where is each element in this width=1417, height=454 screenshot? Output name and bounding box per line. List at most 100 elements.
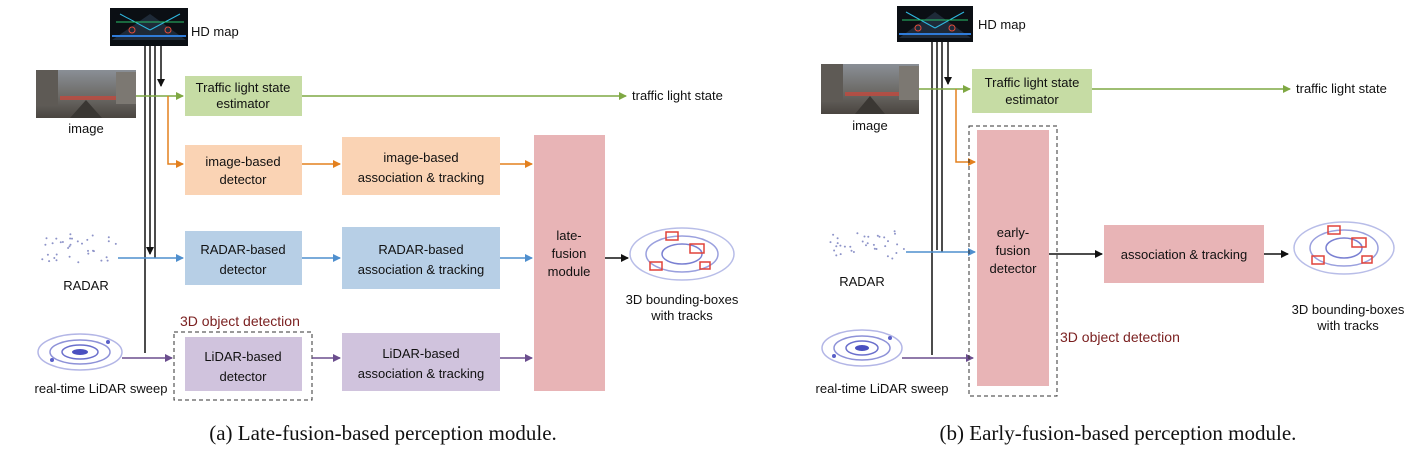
right-output-thumbnail bbox=[1293, 221, 1395, 275]
left-traffic-line1: Traffic light state bbox=[196, 80, 291, 95]
radar-point bbox=[863, 235, 866, 238]
radar-point bbox=[69, 237, 72, 240]
left-image-to-detector-arrow bbox=[167, 96, 184, 168]
left-radar-tracking-line1: RADAR-based bbox=[378, 242, 463, 257]
radar-point bbox=[843, 245, 846, 248]
right-object-detection-label: 3D object detection bbox=[1060, 329, 1180, 345]
radar-point bbox=[873, 247, 876, 250]
left-lidar-thumbnail bbox=[37, 333, 123, 371]
right-output-line2: with tracks bbox=[1316, 318, 1379, 333]
radar-point bbox=[861, 240, 864, 243]
right-image-label: image bbox=[852, 118, 887, 133]
radar-point bbox=[51, 242, 54, 245]
left-image-detector-line1: image-based bbox=[205, 154, 280, 169]
radar-point bbox=[68, 245, 71, 248]
radar-point bbox=[884, 245, 887, 248]
right-lidar-label: real-time LiDAR sweep bbox=[816, 381, 949, 396]
left-object-detection-label: 3D object detection bbox=[180, 313, 300, 329]
radar-point bbox=[887, 240, 889, 243]
radar-point bbox=[856, 232, 859, 235]
right-lidar-thumbnail bbox=[821, 329, 903, 367]
radar-point bbox=[61, 241, 64, 243]
left-hd-map-thumbnail bbox=[110, 8, 188, 46]
right-traffic-line1: Traffic light state bbox=[985, 75, 1080, 90]
radar-point bbox=[55, 237, 58, 240]
left-panel: HD map image RADAR real-time LiDAR sweep bbox=[35, 8, 739, 445]
radar-point bbox=[872, 243, 875, 246]
right-output-line1: 3D bounding-boxes bbox=[1292, 302, 1405, 317]
radar-point bbox=[852, 251, 855, 253]
radar-point bbox=[87, 249, 89, 252]
radar-point bbox=[105, 256, 108, 259]
radar-point bbox=[836, 237, 839, 240]
radar-point bbox=[835, 254, 838, 257]
radar-point bbox=[836, 242, 839, 245]
right-image-thumbnail bbox=[821, 64, 919, 114]
radar-point bbox=[87, 252, 90, 255]
left-radar-label: RADAR bbox=[63, 278, 109, 293]
radar-point bbox=[865, 244, 867, 247]
left-image-thumbnail bbox=[36, 70, 136, 118]
right-early-fusion-box bbox=[977, 130, 1049, 386]
radar-point bbox=[91, 234, 94, 237]
left-caption: (a) Late-fusion-based perception module. bbox=[209, 421, 557, 445]
radar-point bbox=[100, 259, 103, 262]
right-radar-thumbnail bbox=[829, 230, 905, 260]
left-image-tracking-box bbox=[342, 137, 500, 195]
radar-point bbox=[45, 237, 48, 240]
radar-point bbox=[41, 258, 44, 261]
left-radar-detector-box bbox=[185, 231, 302, 285]
radar-point bbox=[896, 243, 899, 246]
radar-point bbox=[835, 245, 838, 248]
radar-point bbox=[878, 235, 881, 238]
right-traffic-output-label: traffic light state bbox=[1296, 81, 1387, 96]
left-fusion-line1: late- bbox=[556, 228, 581, 243]
radar-point bbox=[867, 235, 870, 238]
radar-point bbox=[886, 255, 889, 258]
radar-point bbox=[76, 240, 79, 243]
radar-point bbox=[59, 241, 62, 244]
left-fusion-line2: fusion bbox=[552, 246, 587, 261]
radar-point bbox=[53, 257, 56, 259]
left-image-detector-box bbox=[185, 145, 302, 195]
radar-point bbox=[832, 233, 835, 236]
radar-point bbox=[71, 237, 73, 240]
right-fusion-line3: detector bbox=[990, 261, 1038, 276]
left-traffic-line2: estimator bbox=[216, 96, 270, 111]
radar-point bbox=[81, 242, 83, 245]
left-lidar-tracking-line2: association & tracking bbox=[358, 366, 484, 381]
radar-point bbox=[44, 243, 47, 246]
radar-point bbox=[883, 236, 886, 239]
radar-point bbox=[866, 242, 869, 245]
radar-point bbox=[46, 253, 49, 256]
left-fusion-line3: module bbox=[548, 264, 591, 279]
right-tracking-box bbox=[1104, 225, 1264, 283]
left-radar-tracking-box bbox=[342, 227, 500, 289]
radar-point bbox=[55, 253, 58, 256]
right-traffic-light-box bbox=[972, 69, 1092, 113]
radar-point bbox=[69, 233, 72, 236]
radar-point bbox=[893, 230, 896, 233]
radar-point bbox=[895, 252, 898, 254]
radar-point bbox=[891, 257, 894, 260]
left-traffic-light-box bbox=[185, 76, 302, 116]
radar-point bbox=[67, 247, 70, 249]
left-late-fusion-box bbox=[534, 135, 605, 391]
right-caption: (b) Early-fusion-based perception module… bbox=[940, 421, 1297, 445]
radar-point bbox=[48, 260, 51, 263]
left-output-line1: 3D bounding-boxes bbox=[626, 292, 739, 307]
left-output-line2: with tracks bbox=[650, 308, 713, 323]
radar-point bbox=[107, 236, 110, 239]
left-lidar-detector-line1: LiDAR-based bbox=[204, 349, 281, 364]
left-lidar-detector-line2: detector bbox=[220, 369, 268, 384]
radar-point bbox=[902, 248, 905, 250]
radar-point bbox=[833, 249, 836, 252]
left-lidar-label: real-time LiDAR sweep bbox=[35, 381, 168, 396]
right-object-detection-dashed-frame bbox=[968, 125, 1058, 397]
right-hd-map-label: HD map bbox=[978, 17, 1026, 32]
left-lidar-tracking-line1: LiDAR-based bbox=[382, 346, 459, 361]
radar-point bbox=[849, 245, 852, 248]
left-image-tracking-line1: image-based bbox=[383, 150, 458, 165]
